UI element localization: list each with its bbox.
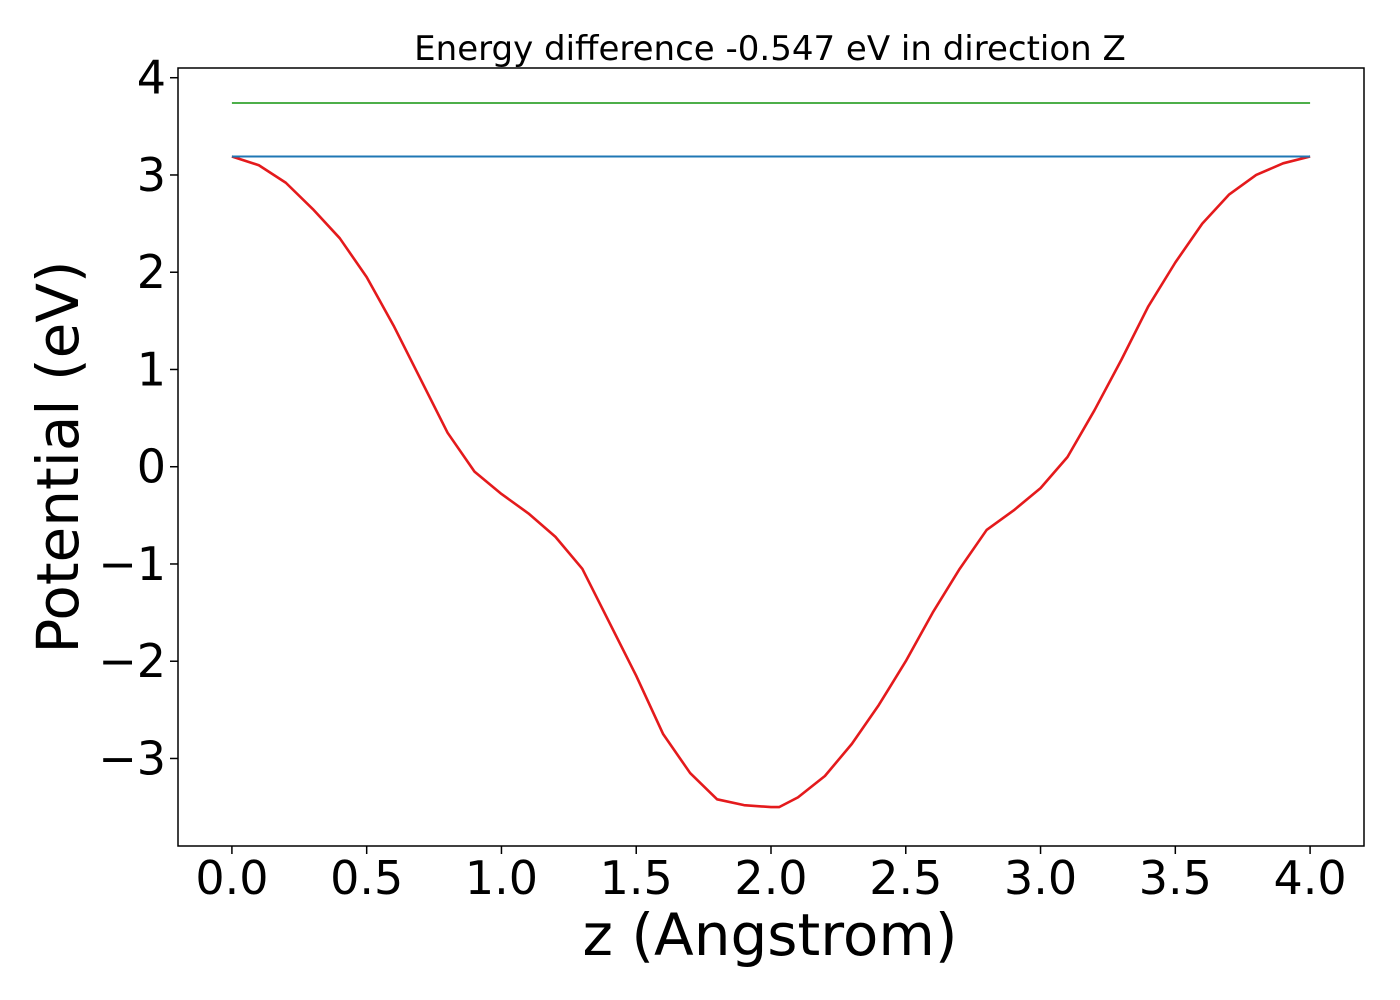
y-tick-label: 2: [137, 245, 166, 299]
x-tick-label: 1.5: [600, 851, 673, 905]
x-tick-label: 2.0: [734, 851, 807, 905]
y-axis: −3 −2 −1 0 1 2 3 4: [98, 51, 178, 785]
x-tick-label: 3.0: [1004, 851, 1077, 905]
x-tick-label: 4.0: [1274, 851, 1347, 905]
x-axis: 0.0 0.5 1.0 1.5 2.0 2.5 3.0 3.5 4.0: [195, 846, 1347, 905]
series-layer: [231, 102, 1311, 809]
x-tick-label: 1.0: [465, 851, 538, 905]
y-tick-label: −1: [98, 537, 166, 591]
y-tick-label: −2: [98, 634, 166, 688]
y-axis-label: Potential (eV): [24, 260, 92, 653]
x-tick-label: 3.5: [1139, 851, 1212, 905]
y-tick-label: 3: [137, 148, 166, 202]
x-tick-label: 0.0: [195, 851, 268, 905]
y-tick-label: 0: [137, 440, 166, 494]
chart-title: Energy difference -0.547 eV in direction…: [414, 29, 1126, 69]
y-tick-label: 1: [137, 342, 166, 396]
series-line-potential: [231, 155, 1311, 809]
plot-frame: [177, 67, 1365, 847]
y-tick-label: −3: [98, 731, 166, 785]
x-tick-label: 0.5: [330, 851, 403, 905]
x-tick-label: 2.5: [869, 851, 942, 905]
y-tick-label: 4: [137, 51, 166, 105]
x-axis-label: z (Angstrom): [583, 901, 958, 969]
